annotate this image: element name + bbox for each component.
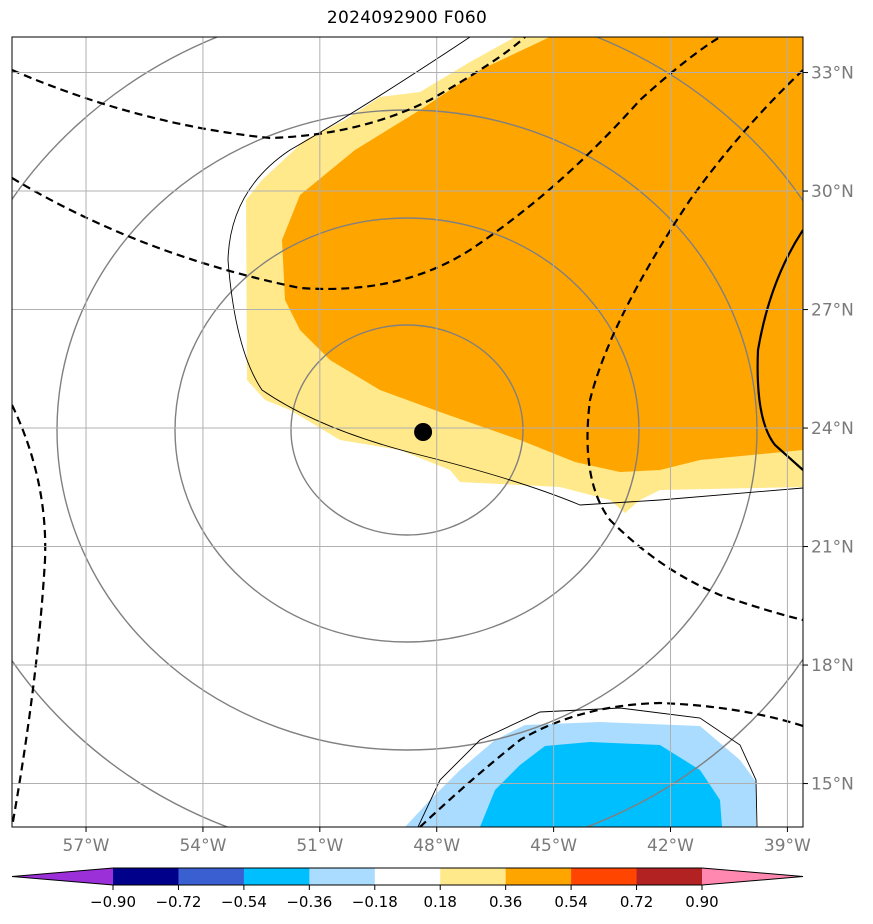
colorbar-tick-label: −0.36	[286, 893, 332, 911]
colorbar-tick-label: 0.18	[424, 893, 457, 911]
colorbar-tick-label: −0.18	[352, 893, 398, 911]
lon-tick-label: 48°W	[413, 836, 460, 856]
map-title: 2024092900 F060	[326, 8, 488, 28]
colorbar-tick-label: 0.72	[620, 893, 653, 911]
colorbar-segment	[113, 868, 179, 885]
latitude-tick-labels: 33°N 30°N 27°N 24°N 21°N 18°N 15°N	[803, 64, 854, 795]
longitude-tick-labels: 57°W 54°W 51°W 48°W 45°W 42°W 39°W	[63, 827, 811, 856]
lon-tick-label: 42°W	[647, 836, 694, 856]
colorbar-tick-label: −0.72	[155, 893, 201, 911]
lat-tick-label: 30°N	[811, 182, 854, 202]
positive-shading-orange	[282, 37, 803, 472]
colorbar-segment	[636, 868, 703, 885]
lon-tick-label: 57°W	[63, 836, 110, 856]
lon-tick-label: 45°W	[530, 836, 577, 856]
lat-tick-label: 18°N	[811, 656, 854, 676]
colorbar	[11, 867, 804, 886]
colorbar-extend-low	[12, 868, 113, 885]
colorbar-tick-label: −0.54	[221, 893, 267, 911]
colorbar-extend-high	[702, 868, 803, 885]
lat-tick-label: 24°N	[811, 419, 854, 439]
lon-tick-label: 39°W	[764, 836, 811, 856]
colorbar-tick-label: 0.54	[554, 893, 587, 911]
lon-tick-label: 54°W	[179, 836, 226, 856]
colorbar-segment	[309, 868, 376, 885]
colorbar-tick-label: −0.90	[90, 893, 136, 911]
colorbar-segment	[178, 868, 245, 885]
storm-center-marker	[414, 423, 433, 441]
colorbar-segment	[571, 868, 638, 885]
colorbar-segment	[505, 868, 572, 885]
colorbar-tick-labels: −0.90 −0.72 −0.54 −0.36 −0.18 0.18 0.36 0.54 0.7…	[90, 885, 719, 911]
negative-shading-cyan	[480, 742, 722, 827]
colorbar-tick-label: 0.36	[489, 893, 522, 911]
colorbar-segment	[243, 868, 310, 885]
lat-tick-label: 21°N	[811, 538, 854, 558]
solid-contour	[756, 229, 803, 471]
lon-tick-label: 51°W	[296, 836, 343, 856]
lat-tick-label: 27°N	[811, 301, 854, 321]
lat-tick-label: 15°N	[811, 775, 854, 795]
dashed-contours	[12, 37, 803, 827]
colorbar-segment	[440, 868, 507, 885]
colorbar-tick-label: 0.90	[685, 893, 718, 911]
lat-tick-label: 33°N	[811, 64, 854, 84]
map-frame	[11, 36, 804, 828]
colorbar-segment	[374, 868, 441, 885]
lat-lon-grid	[12, 37, 803, 827]
